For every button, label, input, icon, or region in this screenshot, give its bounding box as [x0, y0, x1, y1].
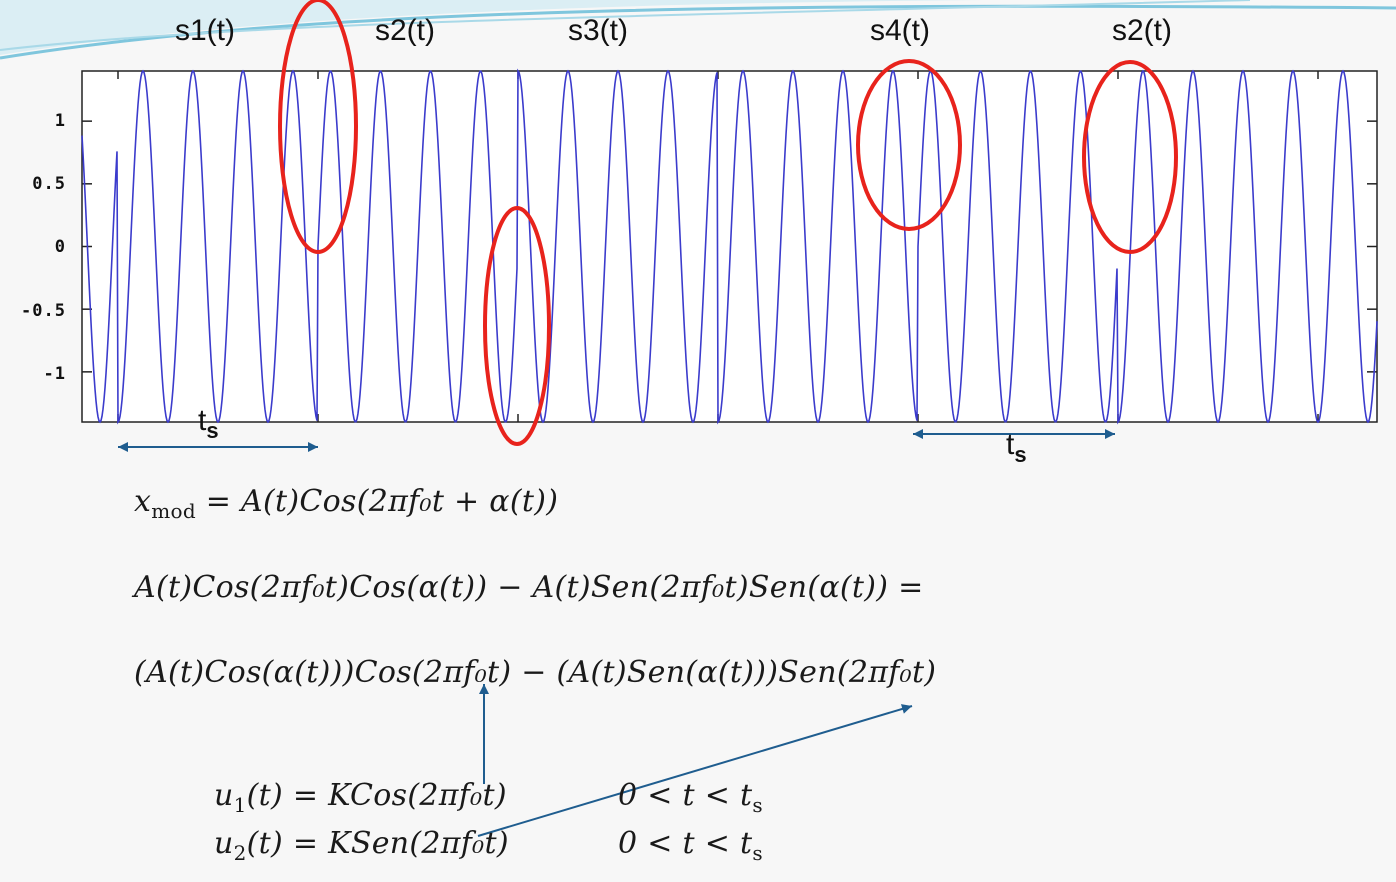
u1-range-subscript: s — [752, 793, 763, 817]
u2-symbol: u — [214, 826, 234, 861]
plot-area — [81, 70, 1378, 423]
xmod-subscript: mod — [151, 499, 196, 523]
equation-u1: u1(t) = KCos(2πf₀t) — [214, 778, 507, 817]
y-tick-label: -1 — [43, 364, 66, 384]
period-arrow-1-head — [308, 442, 318, 452]
u1-range: 0 < t < ts — [618, 778, 763, 817]
u2-range: 0 < t < ts — [618, 826, 763, 865]
phase-change-ellipse — [1082, 60, 1178, 254]
signal-waveform — [81, 68, 1378, 425]
phase-change-ellipse — [856, 59, 962, 231]
u2-to-sen-arrow — [477, 705, 913, 837]
phase-change-highlights — [278, 0, 1178, 446]
symbol-period-label: ts — [198, 404, 219, 444]
u2-definition: (t) = KSen(2πf₀t) — [246, 826, 509, 861]
u1-symbol: u — [214, 778, 234, 813]
segment-label-s4: s4(t) — [870, 14, 930, 47]
period-subscript: s — [206, 418, 219, 443]
period-symbol: t — [1006, 428, 1015, 461]
equation-arrows — [477, 684, 913, 837]
period-symbol: t — [198, 404, 207, 437]
y-tick-label: 1 — [54, 111, 66, 131]
period-arrow-2-head — [1105, 429, 1115, 439]
equation-expansion: A(t)Cos(2πf₀t)Cos(α(t)) − A(t)Sen(2πf₀t)… — [134, 570, 924, 605]
xmod-expression: = A(t)Cos(2πf₀t + α(t)) — [195, 484, 559, 519]
segment-label-s2-second: s2(t) — [1112, 14, 1172, 47]
u2-to-sen-arrow-head — [900, 704, 912, 714]
equation-u2: u2(t) = KSen(2πf₀t) — [214, 826, 509, 865]
u2-range-subscript: s — [752, 841, 763, 865]
u1-range-text: 0 < t < t — [618, 778, 753, 813]
period-arrow-1-head — [118, 442, 128, 452]
symbol-period-arrows — [118, 429, 1115, 452]
symbol-period-label-2: ts — [1006, 428, 1027, 468]
header-swoosh-line — [0, 4, 1396, 60]
phase-change-ellipse — [483, 206, 551, 446]
segment-label-s3: s3(t) — [568, 14, 628, 47]
xmod-symbol: x — [134, 484, 152, 519]
y-tick-label: 0.5 — [32, 174, 66, 194]
u2-range-text: 0 < t < t — [618, 826, 753, 861]
u1-definition: (t) = KCos(2πf₀t) — [246, 778, 507, 813]
period-arrow-2-head — [913, 429, 923, 439]
segment-label-s1: s1(t) — [175, 14, 235, 47]
u1-subscript: 1 — [233, 793, 247, 817]
u2-subscript: 2 — [233, 841, 247, 865]
u1-to-cos-arrow-head — [479, 684, 489, 694]
equation-regrouped: (A(t)Cos(α(t)))Cos(2πf₀t) − (A(t)Sen(α(t… — [134, 655, 937, 690]
header-swoosh — [0, 0, 1396, 55]
segment-label-s2: s2(t) — [375, 14, 435, 47]
phase-change-ellipse — [278, 0, 358, 254]
equation-xmod: xmod = A(t)Cos(2πf₀t + α(t)) — [134, 484, 558, 523]
period-subscript: s — [1014, 442, 1027, 467]
header-swoosh-line-2 — [0, 0, 1251, 51]
y-tick-label: 0 — [54, 237, 66, 257]
y-tick-label: -0.5 — [21, 301, 66, 321]
